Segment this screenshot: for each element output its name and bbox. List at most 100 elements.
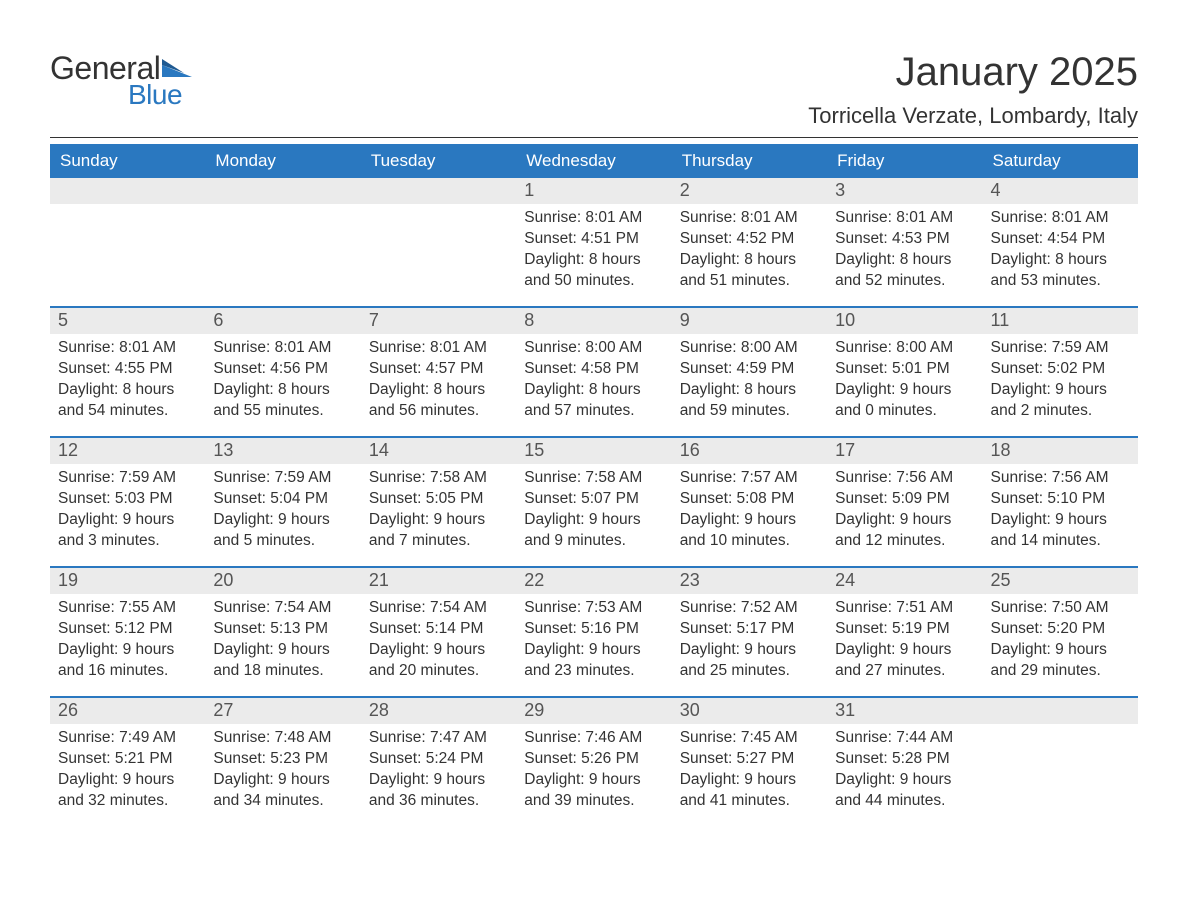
sunrise-text: Sunrise: 8:01 AM bbox=[524, 208, 663, 229]
day-cell: 4Sunrise: 8:01 AMSunset: 4:54 PMDaylight… bbox=[983, 178, 1138, 306]
day-number: 6 bbox=[205, 308, 360, 334]
daylight-text: Daylight: 8 hours and 56 minutes. bbox=[369, 380, 508, 422]
sunrise-text: Sunrise: 8:01 AM bbox=[991, 208, 1130, 229]
day-body: Sunrise: 8:01 AMSunset: 4:55 PMDaylight:… bbox=[50, 334, 205, 430]
day-cell: 3Sunrise: 8:01 AMSunset: 4:53 PMDaylight… bbox=[827, 178, 982, 306]
sunset-text: Sunset: 5:20 PM bbox=[991, 619, 1130, 640]
sunrise-text: Sunrise: 8:00 AM bbox=[835, 338, 974, 359]
day-number: 3 bbox=[827, 178, 982, 204]
day-cell: 20Sunrise: 7:54 AMSunset: 5:13 PMDayligh… bbox=[205, 568, 360, 696]
sunset-text: Sunset: 5:05 PM bbox=[369, 489, 508, 510]
day-body: Sunrise: 8:01 AMSunset: 4:51 PMDaylight:… bbox=[516, 204, 671, 300]
day-body: Sunrise: 7:50 AMSunset: 5:20 PMDaylight:… bbox=[983, 594, 1138, 690]
day-cell bbox=[361, 178, 516, 306]
day-number: 1 bbox=[516, 178, 671, 204]
day-body: Sunrise: 7:58 AMSunset: 5:07 PMDaylight:… bbox=[516, 464, 671, 560]
day-body: Sunrise: 7:59 AMSunset: 5:03 PMDaylight:… bbox=[50, 464, 205, 560]
sunrise-text: Sunrise: 8:00 AM bbox=[680, 338, 819, 359]
daylight-text: Daylight: 9 hours and 7 minutes. bbox=[369, 510, 508, 552]
sunrise-text: Sunrise: 7:59 AM bbox=[58, 468, 197, 489]
week-row: 1Sunrise: 8:01 AMSunset: 4:51 PMDaylight… bbox=[50, 178, 1138, 306]
day-body: Sunrise: 7:52 AMSunset: 5:17 PMDaylight:… bbox=[672, 594, 827, 690]
sunrise-text: Sunrise: 7:50 AM bbox=[991, 598, 1130, 619]
day-body: Sunrise: 7:44 AMSunset: 5:28 PMDaylight:… bbox=[827, 724, 982, 820]
daylight-text: Daylight: 9 hours and 0 minutes. bbox=[835, 380, 974, 422]
day-number: 25 bbox=[983, 568, 1138, 594]
dayname-monday: Monday bbox=[205, 144, 360, 178]
day-body: Sunrise: 7:46 AMSunset: 5:26 PMDaylight:… bbox=[516, 724, 671, 820]
day-cell: 15Sunrise: 7:58 AMSunset: 5:07 PMDayligh… bbox=[516, 438, 671, 566]
day-cell: 29Sunrise: 7:46 AMSunset: 5:26 PMDayligh… bbox=[516, 698, 671, 826]
day-cell: 8Sunrise: 8:00 AMSunset: 4:58 PMDaylight… bbox=[516, 308, 671, 436]
day-number: 2 bbox=[672, 178, 827, 204]
day-body: Sunrise: 8:01 AMSunset: 4:54 PMDaylight:… bbox=[983, 204, 1138, 300]
daylight-text: Daylight: 9 hours and 41 minutes. bbox=[680, 770, 819, 812]
day-body: Sunrise: 8:01 AMSunset: 4:56 PMDaylight:… bbox=[205, 334, 360, 430]
day-number: 15 bbox=[516, 438, 671, 464]
sunset-text: Sunset: 4:57 PM bbox=[369, 359, 508, 380]
sunrise-text: Sunrise: 7:47 AM bbox=[369, 728, 508, 749]
day-number bbox=[205, 178, 360, 204]
day-number bbox=[983, 698, 1138, 724]
calendar-page: General Blue January 2025 Torricella Ver… bbox=[0, 0, 1188, 856]
daylight-text: Daylight: 8 hours and 50 minutes. bbox=[524, 250, 663, 292]
sunset-text: Sunset: 5:04 PM bbox=[213, 489, 352, 510]
day-number: 20 bbox=[205, 568, 360, 594]
calendar: Sunday Monday Tuesday Wednesday Thursday… bbox=[50, 144, 1138, 826]
day-number: 9 bbox=[672, 308, 827, 334]
day-body: Sunrise: 7:58 AMSunset: 5:05 PMDaylight:… bbox=[361, 464, 516, 560]
sunrise-text: Sunrise: 7:52 AM bbox=[680, 598, 819, 619]
sunset-text: Sunset: 4:51 PM bbox=[524, 229, 663, 250]
day-cell bbox=[983, 698, 1138, 826]
sunrise-text: Sunrise: 7:51 AM bbox=[835, 598, 974, 619]
sunrise-text: Sunrise: 7:56 AM bbox=[991, 468, 1130, 489]
sunset-text: Sunset: 4:59 PM bbox=[680, 359, 819, 380]
dayname-tuesday: Tuesday bbox=[361, 144, 516, 178]
day-cell: 13Sunrise: 7:59 AMSunset: 5:04 PMDayligh… bbox=[205, 438, 360, 566]
day-cell: 9Sunrise: 8:00 AMSunset: 4:59 PMDaylight… bbox=[672, 308, 827, 436]
day-body: Sunrise: 7:45 AMSunset: 5:27 PMDaylight:… bbox=[672, 724, 827, 820]
daylight-text: Daylight: 9 hours and 12 minutes. bbox=[835, 510, 974, 552]
sunrise-text: Sunrise: 7:54 AM bbox=[369, 598, 508, 619]
day-cell: 26Sunrise: 7:49 AMSunset: 5:21 PMDayligh… bbox=[50, 698, 205, 826]
week-row: 12Sunrise: 7:59 AMSunset: 5:03 PMDayligh… bbox=[50, 436, 1138, 566]
daylight-text: Daylight: 8 hours and 57 minutes. bbox=[524, 380, 663, 422]
day-body bbox=[361, 204, 516, 216]
week-row: 19Sunrise: 7:55 AMSunset: 5:12 PMDayligh… bbox=[50, 566, 1138, 696]
sunrise-text: Sunrise: 7:56 AM bbox=[835, 468, 974, 489]
day-cell: 31Sunrise: 7:44 AMSunset: 5:28 PMDayligh… bbox=[827, 698, 982, 826]
day-body: Sunrise: 7:49 AMSunset: 5:21 PMDaylight:… bbox=[50, 724, 205, 820]
daylight-text: Daylight: 8 hours and 52 minutes. bbox=[835, 250, 974, 292]
sunset-text: Sunset: 4:55 PM bbox=[58, 359, 197, 380]
day-cell: 16Sunrise: 7:57 AMSunset: 5:08 PMDayligh… bbox=[672, 438, 827, 566]
daylight-text: Daylight: 8 hours and 53 minutes. bbox=[991, 250, 1130, 292]
dayname-wednesday: Wednesday bbox=[516, 144, 671, 178]
day-cell: 5Sunrise: 8:01 AMSunset: 4:55 PMDaylight… bbox=[50, 308, 205, 436]
sunrise-text: Sunrise: 7:58 AM bbox=[524, 468, 663, 489]
dayname-row: Sunday Monday Tuesday Wednesday Thursday… bbox=[50, 144, 1138, 178]
dayname-friday: Friday bbox=[827, 144, 982, 178]
sunrise-text: Sunrise: 7:46 AM bbox=[524, 728, 663, 749]
day-number: 17 bbox=[827, 438, 982, 464]
day-cell: 27Sunrise: 7:48 AMSunset: 5:23 PMDayligh… bbox=[205, 698, 360, 826]
weeks-container: 1Sunrise: 8:01 AMSunset: 4:51 PMDaylight… bbox=[50, 178, 1138, 826]
day-number: 4 bbox=[983, 178, 1138, 204]
daylight-text: Daylight: 9 hours and 10 minutes. bbox=[680, 510, 819, 552]
day-body: Sunrise: 7:54 AMSunset: 5:14 PMDaylight:… bbox=[361, 594, 516, 690]
day-cell: 7Sunrise: 8:01 AMSunset: 4:57 PMDaylight… bbox=[361, 308, 516, 436]
day-number: 13 bbox=[205, 438, 360, 464]
daylight-text: Daylight: 9 hours and 3 minutes. bbox=[58, 510, 197, 552]
daylight-text: Daylight: 9 hours and 34 minutes. bbox=[213, 770, 352, 812]
daylight-text: Daylight: 8 hours and 51 minutes. bbox=[680, 250, 819, 292]
sunset-text: Sunset: 4:54 PM bbox=[991, 229, 1130, 250]
day-body: Sunrise: 8:01 AMSunset: 4:52 PMDaylight:… bbox=[672, 204, 827, 300]
sunset-text: Sunset: 5:14 PM bbox=[369, 619, 508, 640]
dayname-sunday: Sunday bbox=[50, 144, 205, 178]
sunrise-text: Sunrise: 7:48 AM bbox=[213, 728, 352, 749]
sunrise-text: Sunrise: 7:44 AM bbox=[835, 728, 974, 749]
day-body: Sunrise: 7:53 AMSunset: 5:16 PMDaylight:… bbox=[516, 594, 671, 690]
location: Torricella Verzate, Lombardy, Italy bbox=[808, 103, 1138, 129]
sunrise-text: Sunrise: 7:57 AM bbox=[680, 468, 819, 489]
daylight-text: Daylight: 8 hours and 55 minutes. bbox=[213, 380, 352, 422]
sunset-text: Sunset: 4:56 PM bbox=[213, 359, 352, 380]
